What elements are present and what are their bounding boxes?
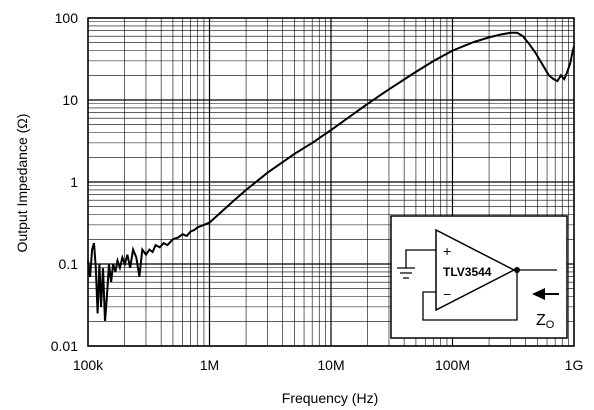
output-node-dot [514, 267, 520, 273]
x-tick-label: 1M [200, 357, 219, 373]
zo-arrowhead-icon [532, 288, 545, 300]
opamp-part-label: TLV3544 [443, 265, 492, 279]
y-tick-label: 100 [55, 10, 79, 26]
y-tick-label: 0.1 [59, 256, 79, 272]
zo-label: ZO [536, 312, 555, 331]
feedback-wire [422, 270, 518, 321]
opamp-minus-label: − [443, 286, 451, 302]
plot-frame [87, 17, 575, 347]
y-tick-label: 10 [62, 92, 78, 108]
x-tick-label: 10M [317, 357, 344, 373]
y-axis-title: Output Impedance (Ω) [14, 114, 30, 253]
impedance-series-line [87, 31, 575, 322]
x-tick-label: 100M [435, 357, 470, 373]
ground-icon [397, 267, 415, 279]
opamp-plus-label: + [443, 243, 451, 259]
y-tick-labels: 0.01 0.1 1 10 100 [51, 10, 78, 354]
x-tick-labels: 100k 1M 10M 100M 1G [73, 357, 584, 373]
y-tick-label: 0.01 [51, 338, 78, 354]
x-axis-title: Frequency (Hz) [282, 390, 378, 406]
ground-wire [405, 249, 436, 268]
opamp-triangle-icon [435, 228, 516, 312]
x-tick-label: 100k [73, 357, 104, 373]
x-tick-label: 1G [565, 357, 584, 373]
opamp-inset: + − TLV3544 ZO [390, 215, 568, 339]
y-tick-label: 1 [70, 174, 78, 190]
